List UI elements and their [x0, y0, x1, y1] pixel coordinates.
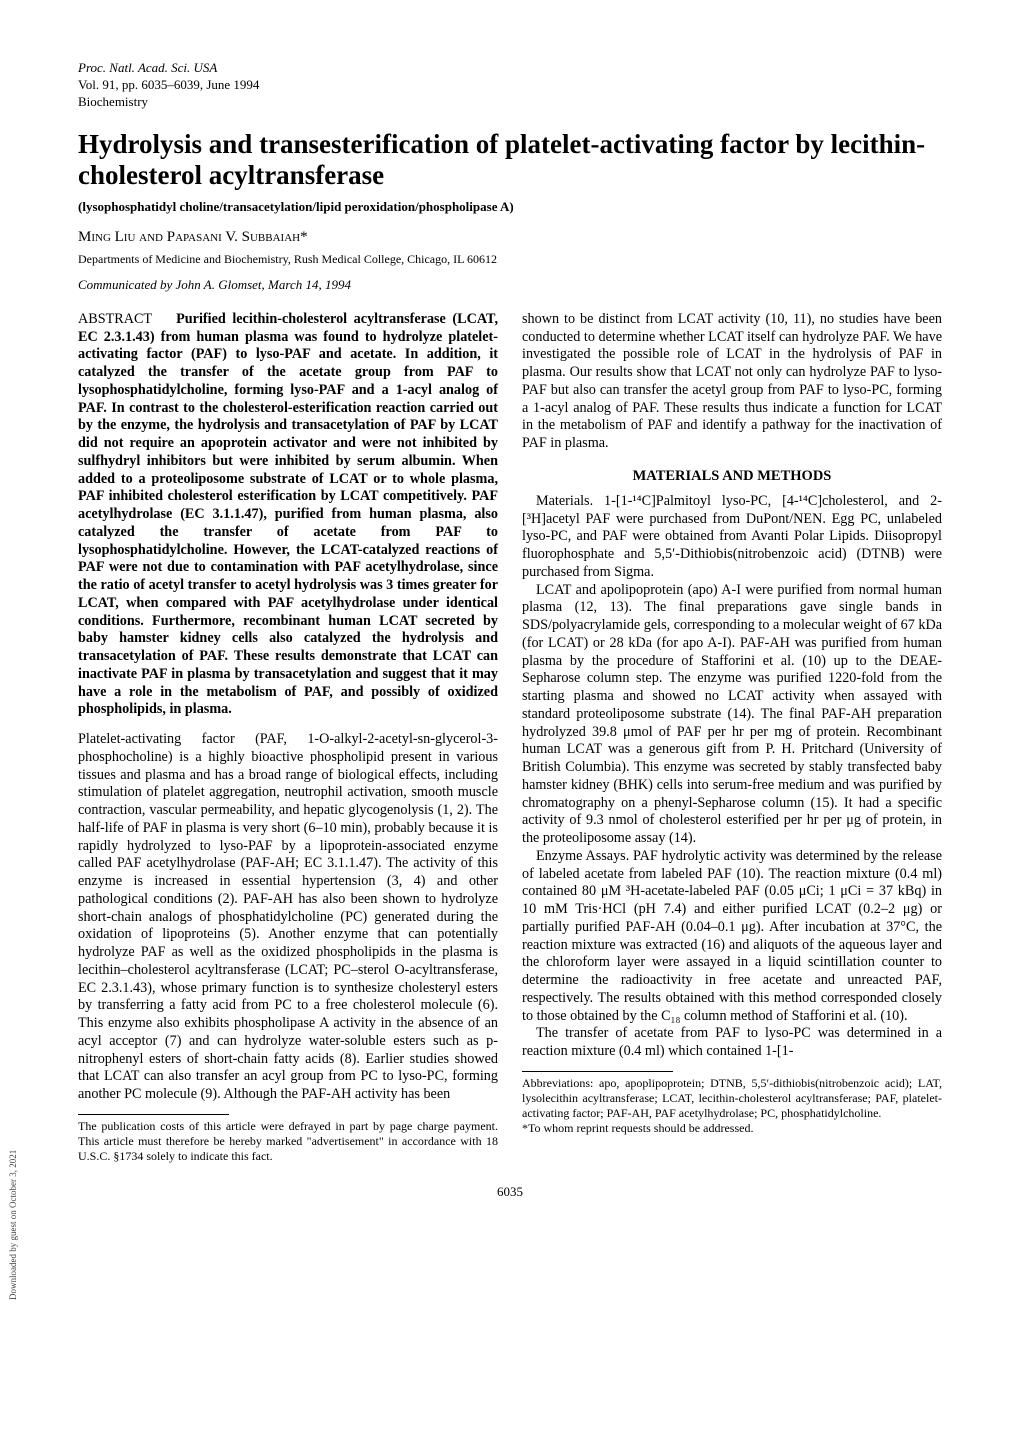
- right-column: shown to be distinct from LCAT activity …: [522, 311, 942, 1164]
- abstract-label: ABSTRACT: [78, 311, 152, 327]
- col2-continuation: shown to be distinct from LCAT activity …: [522, 311, 942, 453]
- communicated-by: Communicated by John A. Glomset, March 1…: [78, 277, 942, 293]
- abstract-text: Purified lecithin-cholesterol acyltransf…: [78, 311, 498, 718]
- footnote-left: The publication costs of this article we…: [78, 1119, 498, 1164]
- download-note: Downloaded by guest on October 3, 2021: [8, 1150, 18, 1300]
- intro-paragraph: Platelet-activating factor (PAF, 1-O-alk…: [78, 731, 498, 1104]
- methods-heading: MATERIALS AND METHODS: [522, 467, 942, 485]
- article-title: Hydrolysis and transesterification of pl…: [78, 129, 942, 191]
- journal-vol: Vol. 91, pp. 6035–6039, June 1994: [78, 77, 942, 94]
- methods-transfer: The transfer of acetate from PAF to lyso…: [522, 1025, 942, 1061]
- footnote-right: Abbreviations: apo, apoplipoprotein; DTN…: [522, 1076, 942, 1136]
- page-number: 6035: [78, 1184, 942, 1200]
- left-column: ABSTRACTPurified lecithin-cholesterol ac…: [78, 311, 498, 1164]
- journal-section: Biochemistry: [78, 94, 942, 111]
- methods-lcat: LCAT and apolipoprotein (apo) A-I were p…: [522, 582, 942, 848]
- methods-assays: Enzyme Assays. PAF hydrolytic activity w…: [522, 848, 942, 1026]
- journal-header: Proc. Natl. Acad. Sci. USA Vol. 91, pp. …: [78, 60, 942, 111]
- footnote-separator: [78, 1114, 229, 1115]
- footnote-separator-right: [522, 1071, 673, 1072]
- abstract: ABSTRACTPurified lecithin-cholesterol ac…: [78, 311, 498, 719]
- article-subtitle: (lysophosphatidyl choline/transacetylati…: [78, 199, 942, 215]
- methods-materials: Materials. 1-[1-¹⁴C]Palmitoyl lyso-PC, […: [522, 493, 942, 582]
- journal-name: Proc. Natl. Acad. Sci. USA: [78, 60, 942, 77]
- affiliation: Departments of Medicine and Biochemistry…: [78, 252, 942, 267]
- authors: Ming Liu and Papasani V. Subbaiah*: [78, 229, 942, 246]
